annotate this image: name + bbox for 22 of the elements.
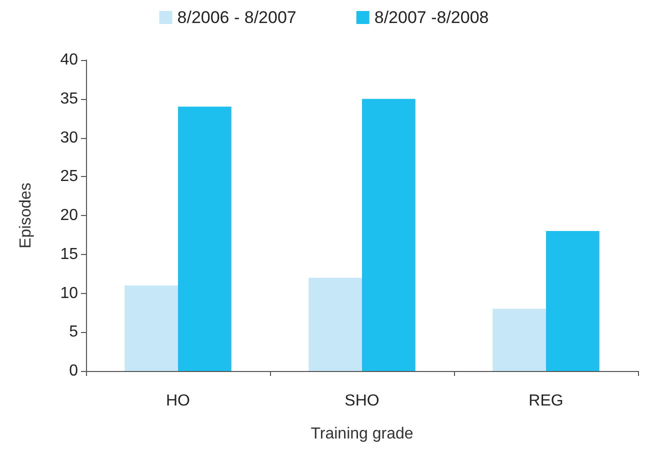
- x-tick-label: SHO: [344, 392, 380, 410]
- x-axis-title: Training grade: [310, 426, 414, 442]
- bar: [308, 278, 362, 371]
- y-axis-title: Episodes: [18, 182, 34, 248]
- y-tick-label: 20: [60, 207, 78, 224]
- bar: [362, 98, 416, 371]
- y-tick-label: 25: [60, 168, 78, 186]
- bar: [124, 285, 178, 371]
- y-tick-label: 15: [60, 246, 78, 263]
- x-tick-label: HO: [166, 392, 190, 410]
- y-tick-label: 40: [60, 52, 78, 68]
- y-tick-label: 0: [69, 362, 78, 380]
- y-tick-label: 5: [69, 324, 78, 341]
- bar: [546, 231, 600, 371]
- legend-label: 8/2006 - 8/2007: [177, 8, 296, 27]
- y-tick-label: 30: [60, 129, 78, 146]
- bar: [492, 308, 546, 371]
- bar: [178, 106, 232, 371]
- y-tick-label: 35: [60, 90, 78, 108]
- legend-label: 8/2007 -8/2008: [374, 8, 489, 27]
- y-tick-label: 10: [60, 284, 78, 302]
- x-tick-label: REG: [528, 392, 564, 410]
